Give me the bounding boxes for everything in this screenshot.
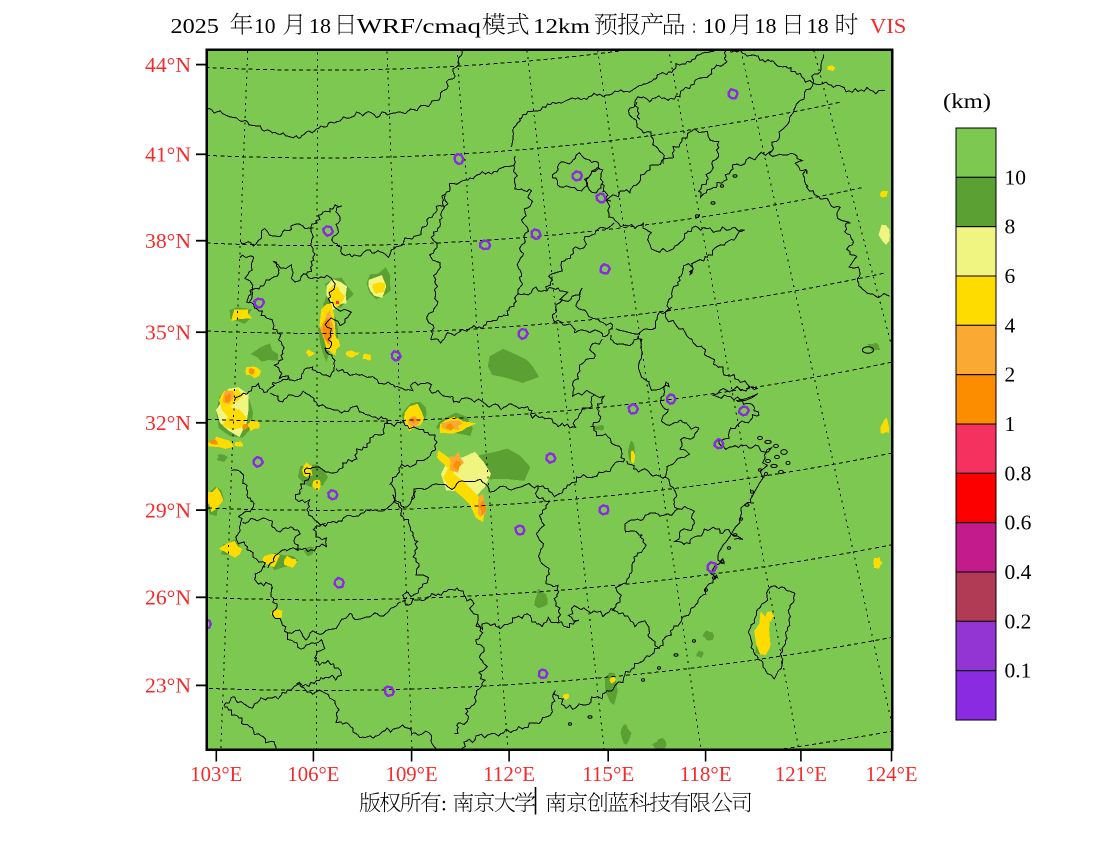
svg-text:2: 2 (1005, 363, 1016, 387)
svg-text:18: 18 (309, 14, 331, 38)
svg-text:10: 10 (703, 14, 726, 38)
svg-text:(km): (km) (943, 89, 991, 113)
svg-text:35°N: 35°N (145, 320, 191, 344)
svg-text:109°E: 109°E (386, 762, 438, 786)
svg-text:WRF/cmaq: WRF/cmaq (357, 14, 482, 38)
svg-text:44°N: 44°N (145, 53, 191, 77)
svg-text:115°E: 115°E (582, 762, 634, 786)
svg-text:124°E: 124°E (866, 762, 918, 786)
svg-text:29°N: 29°N (145, 498, 191, 522)
svg-text:18: 18 (807, 14, 829, 38)
svg-text:26°N: 26°N (145, 586, 191, 610)
svg-text:0.8: 0.8 (1005, 461, 1032, 485)
svg-text:8: 8 (1005, 215, 1016, 239)
svg-text:18: 18 (755, 14, 777, 38)
svg-text:0.4: 0.4 (1005, 560, 1032, 584)
svg-text:10: 10 (254, 14, 276, 38)
svg-text:32°N: 32°N (145, 411, 191, 435)
svg-text:106°E: 106°E (287, 762, 339, 786)
svg-text:1: 1 (1005, 412, 1016, 436)
svg-text:0.2: 0.2 (1005, 609, 1032, 633)
svg-text:10: 10 (1005, 165, 1027, 189)
svg-text:0.1: 0.1 (1005, 659, 1032, 683)
svg-text:121°E: 121°E (775, 762, 827, 786)
svg-text:103°E: 103°E (190, 762, 242, 786)
svg-text:0.6: 0.6 (1005, 511, 1032, 535)
svg-text::: : (692, 14, 696, 38)
svg-text:6: 6 (1005, 264, 1016, 288)
svg-text:4: 4 (1005, 313, 1016, 337)
svg-text::: : (441, 792, 447, 816)
svg-text:2025: 2025 (171, 14, 219, 38)
svg-text:VIS: VIS (870, 14, 907, 38)
svg-text:12km: 12km (533, 14, 590, 38)
svg-text:38°N: 38°N (145, 229, 191, 253)
svg-text:118°E: 118°E (680, 762, 732, 786)
svg-text:41°N: 41°N (145, 143, 191, 167)
svg-text:112°E: 112°E (483, 762, 535, 786)
svg-text:23°N: 23°N (145, 674, 191, 698)
